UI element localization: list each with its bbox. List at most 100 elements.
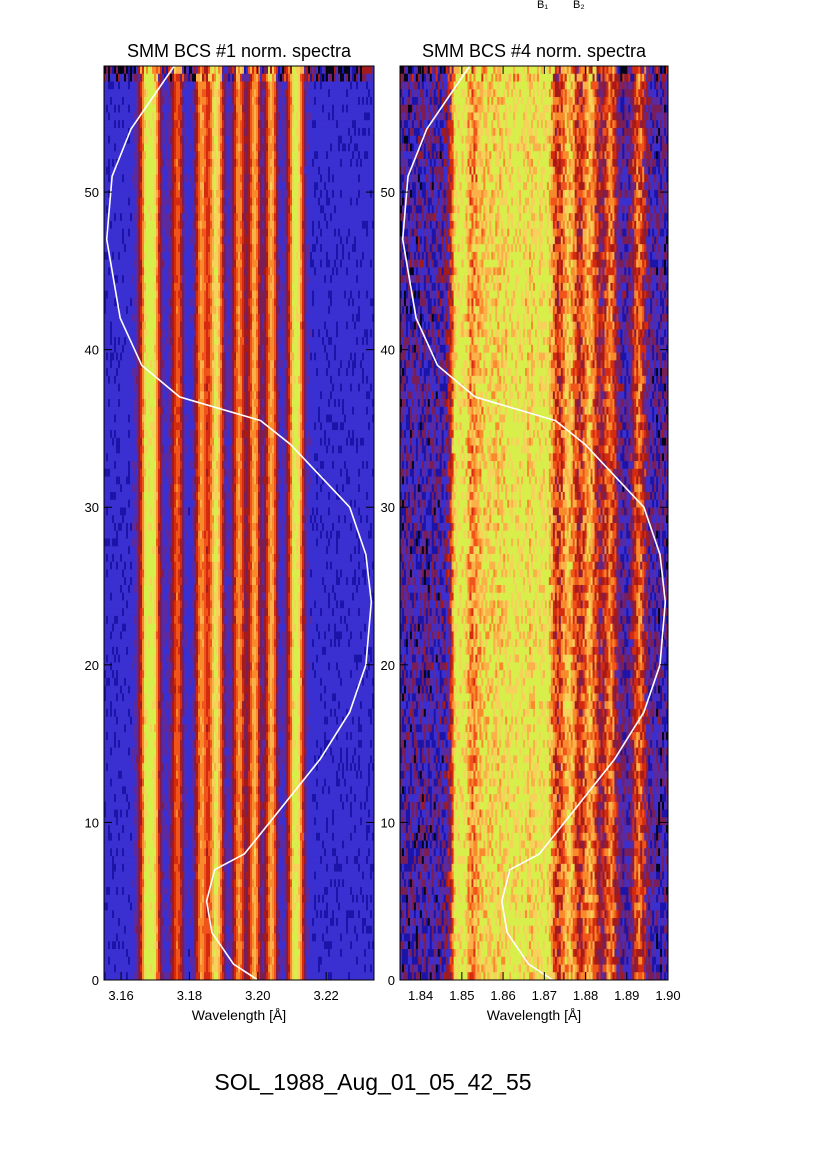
heatmap-cell bbox=[124, 584, 127, 594]
heatmap-cell bbox=[146, 972, 149, 980]
heatmap-cell bbox=[128, 538, 131, 547]
heatmap-cell bbox=[146, 933, 149, 942]
heatmap-cell bbox=[148, 73, 151, 83]
heatmap-cell bbox=[118, 662, 121, 671]
heatmap-cell bbox=[128, 259, 131, 268]
heatmap-cell bbox=[104, 507, 107, 516]
heatmap-cell bbox=[168, 228, 171, 238]
heatmap-cell bbox=[110, 770, 113, 780]
heatmap-cell bbox=[114, 685, 117, 695]
heatmap-cell bbox=[112, 856, 115, 865]
heatmap-cell bbox=[130, 476, 133, 485]
heatmap-cell bbox=[160, 732, 163, 741]
heatmap-cell bbox=[138, 259, 141, 268]
heatmap-cell bbox=[148, 786, 151, 795]
heatmap-cell bbox=[158, 236, 161, 245]
heatmap-cell bbox=[166, 158, 169, 168]
heatmap-cell bbox=[112, 73, 115, 83]
heatmap-cell bbox=[104, 135, 107, 145]
heatmap-cell bbox=[106, 770, 109, 780]
heatmap-cell bbox=[144, 786, 147, 795]
heatmap-cell bbox=[120, 321, 123, 330]
heatmap-cell bbox=[156, 561, 159, 571]
heatmap-cell bbox=[140, 414, 143, 423]
heatmap-cell bbox=[146, 964, 149, 973]
heatmap-cell bbox=[142, 646, 145, 656]
heatmap-cell bbox=[128, 561, 131, 571]
heatmap-cell bbox=[124, 267, 127, 276]
heatmap-cell bbox=[154, 437, 157, 447]
heatmap-cell bbox=[160, 143, 163, 152]
heatmap-cell bbox=[122, 964, 125, 973]
heatmap-cell bbox=[116, 461, 119, 470]
heatmap-cell bbox=[146, 197, 149, 207]
heatmap-cell bbox=[134, 244, 137, 253]
heatmap-cell bbox=[140, 329, 143, 338]
heatmap-cell bbox=[160, 267, 163, 276]
heatmap-cell bbox=[150, 507, 153, 516]
heatmap-cell bbox=[130, 166, 133, 176]
heatmap-cell bbox=[130, 127, 133, 137]
heatmap-cell bbox=[136, 143, 139, 152]
heatmap-cell bbox=[144, 259, 147, 268]
heatmap-cell bbox=[126, 422, 129, 431]
heatmap-cell bbox=[108, 523, 111, 532]
heatmap-cell bbox=[140, 290, 143, 299]
heatmap-cell bbox=[160, 445, 163, 454]
heatmap-cell bbox=[156, 282, 159, 292]
heatmap-cell bbox=[158, 654, 161, 664]
heatmap-cell bbox=[142, 941, 145, 950]
heatmap-cell bbox=[108, 127, 111, 137]
heatmap-cell bbox=[162, 949, 165, 958]
heatmap-cell bbox=[142, 662, 145, 671]
heatmap-cell bbox=[144, 166, 147, 176]
heatmap-cell bbox=[110, 523, 113, 532]
heatmap-cell bbox=[142, 329, 145, 338]
heatmap-cell bbox=[148, 166, 151, 176]
heatmap-cell bbox=[124, 453, 127, 462]
heatmap-cell bbox=[122, 174, 125, 183]
heatmap-cell bbox=[158, 228, 161, 238]
heatmap-cell bbox=[144, 615, 147, 625]
heatmap-cell bbox=[156, 600, 159, 609]
heatmap-cell bbox=[156, 840, 159, 849]
heatmap-cell bbox=[132, 832, 135, 842]
heatmap-cell bbox=[166, 770, 169, 780]
heatmap-cell bbox=[162, 414, 165, 423]
heatmap-cell bbox=[140, 755, 143, 764]
heatmap-cell bbox=[158, 182, 161, 191]
heatmap-cell bbox=[166, 910, 169, 919]
heatmap-cell bbox=[114, 112, 117, 121]
heatmap-cell bbox=[142, 197, 145, 207]
heatmap-cell bbox=[144, 96, 147, 106]
heatmap-cell bbox=[140, 104, 143, 114]
heatmap-cell bbox=[134, 476, 137, 485]
heatmap-cell bbox=[128, 716, 131, 725]
heatmap-cell bbox=[122, 677, 125, 687]
heatmap-cell bbox=[118, 468, 121, 478]
heatmap-cell bbox=[144, 414, 147, 423]
heatmap-cell bbox=[122, 120, 125, 129]
heatmap-cell bbox=[112, 166, 115, 176]
heatmap-cell bbox=[160, 197, 163, 207]
heatmap-cell bbox=[148, 538, 151, 547]
heatmap-cell bbox=[122, 461, 125, 470]
heatmap-cell bbox=[126, 352, 129, 361]
heatmap-cell bbox=[166, 755, 169, 764]
heatmap-cell bbox=[112, 894, 115, 904]
heatmap-cell bbox=[162, 825, 165, 834]
heatmap-cell bbox=[154, 244, 157, 253]
heatmap-cell bbox=[138, 104, 141, 114]
heatmap-cell bbox=[132, 414, 135, 423]
heatmap-cell bbox=[150, 437, 153, 447]
heatmap-cell bbox=[106, 143, 109, 152]
heatmap-cell bbox=[108, 484, 111, 493]
heatmap-cell bbox=[108, 96, 111, 106]
heatmap-cell bbox=[114, 127, 117, 137]
heatmap-cell bbox=[166, 577, 169, 586]
heatmap-cell bbox=[138, 468, 141, 478]
heatmap-cell bbox=[134, 406, 137, 416]
heatmap-cell bbox=[106, 701, 109, 710]
heatmap-cell bbox=[120, 561, 123, 571]
heatmap-cell bbox=[108, 476, 111, 485]
